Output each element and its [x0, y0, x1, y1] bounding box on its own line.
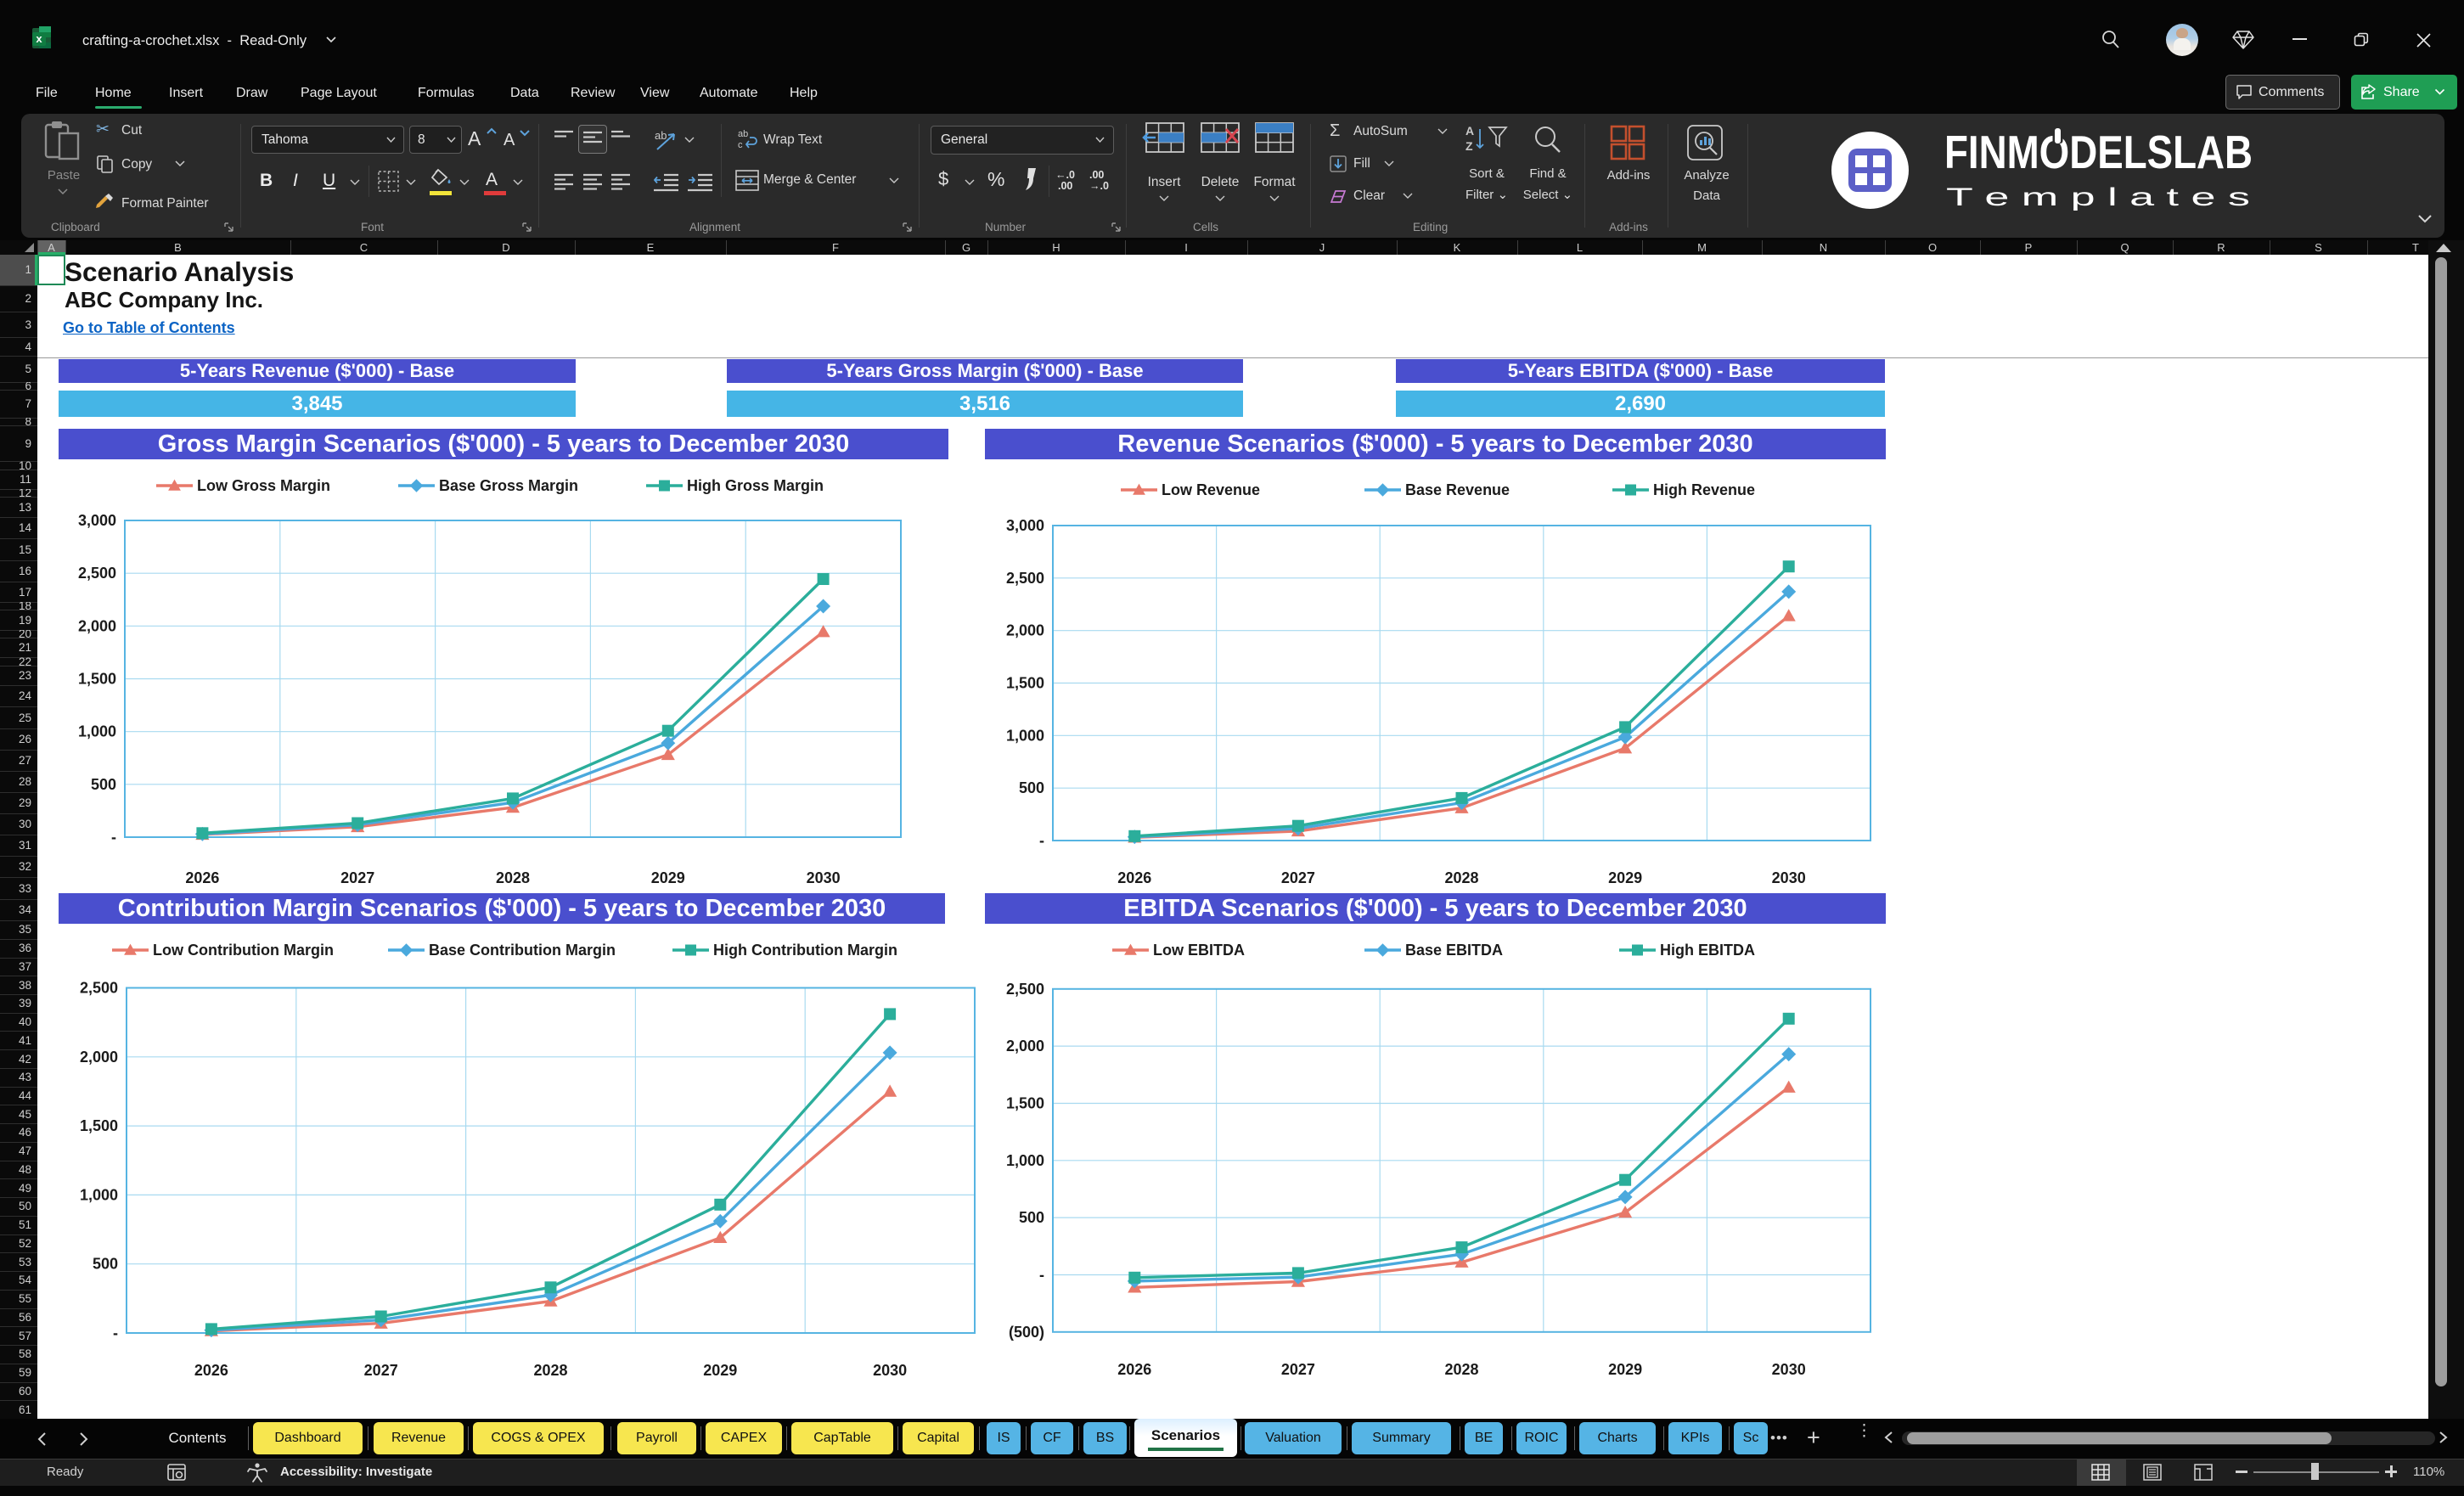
svg-text:-: - — [111, 829, 116, 846]
svg-text:1,500: 1,500 — [1006, 675, 1044, 692]
svg-text:2028: 2028 — [533, 1362, 567, 1379]
svg-text:1,000: 1,000 — [1006, 1152, 1044, 1169]
svg-text:A: A — [1465, 124, 1474, 138]
svg-text:2,500: 2,500 — [1006, 981, 1044, 998]
svg-text:2028: 2028 — [496, 869, 530, 886]
svg-text:2,000: 2,000 — [80, 1049, 118, 1066]
svg-text:500: 500 — [1019, 779, 1044, 796]
svg-text:1,000: 1,000 — [80, 1186, 118, 1203]
svg-text:Base Gross Margin: Base Gross Margin — [439, 477, 578, 494]
svg-text:3,000: 3,000 — [1006, 517, 1044, 534]
svg-text:2027: 2027 — [364, 1362, 398, 1379]
svg-text:High Gross Margin: High Gross Margin — [687, 477, 824, 494]
svg-text:2029: 2029 — [1608, 1361, 1642, 1378]
svg-text:500: 500 — [93, 1256, 118, 1273]
svg-text:2,000: 2,000 — [1006, 1038, 1044, 1055]
svg-text:2026: 2026 — [185, 869, 219, 886]
svg-text:High Revenue: High Revenue — [1653, 481, 1755, 498]
svg-text:-: - — [1039, 1267, 1044, 1284]
svg-text:2,500: 2,500 — [1006, 570, 1044, 587]
svg-text:1,500: 1,500 — [78, 671, 116, 688]
svg-text:Base Revenue: Base Revenue — [1405, 481, 1510, 498]
svg-text:ab: ab — [655, 129, 667, 142]
svg-text:2030: 2030 — [873, 1362, 907, 1379]
svg-text:ab: ab — [738, 129, 748, 139]
svg-text:1,500: 1,500 — [80, 1117, 118, 1134]
svg-text:Base Contribution Margin: Base Contribution Margin — [429, 942, 616, 959]
svg-text:2030: 2030 — [1772, 869, 1806, 886]
svg-text:2026: 2026 — [1117, 869, 1151, 886]
svg-text:High Contribution Margin: High Contribution Margin — [713, 942, 897, 959]
svg-text:2029: 2029 — [651, 869, 685, 886]
svg-text:500: 500 — [91, 776, 116, 793]
svg-text:2026: 2026 — [1117, 1361, 1151, 1378]
svg-text:2030: 2030 — [807, 869, 841, 886]
svg-text:-: - — [1039, 832, 1044, 849]
svg-text:2026: 2026 — [194, 1362, 228, 1379]
svg-text:2027: 2027 — [1281, 1361, 1315, 1378]
svg-text:2027: 2027 — [340, 869, 374, 886]
svg-text:2027: 2027 — [1281, 869, 1315, 886]
svg-text:c: c — [738, 140, 743, 150]
svg-text:Low Revenue: Low Revenue — [1162, 481, 1260, 498]
svg-text:3,000: 3,000 — [78, 512, 116, 529]
svg-text:2029: 2029 — [1608, 869, 1642, 886]
svg-text:-: - — [113, 1324, 118, 1341]
svg-text:FINMODELSLAB: FINMODELSLAB — [1944, 127, 2253, 178]
svg-text:Low Contribution Margin: Low Contribution Margin — [153, 942, 334, 959]
svg-text:2,500: 2,500 — [80, 980, 118, 997]
svg-text:Z: Z — [1465, 139, 1473, 153]
svg-text:Base EBITDA: Base EBITDA — [1405, 942, 1503, 959]
svg-text:2,500: 2,500 — [78, 565, 116, 582]
svg-text:2030: 2030 — [1772, 1361, 1806, 1378]
svg-text:2028: 2028 — [1444, 1361, 1478, 1378]
svg-text:2,000: 2,000 — [78, 617, 116, 634]
svg-text:Low EBITDA: Low EBITDA — [1153, 942, 1245, 959]
svg-text:(500): (500) — [1009, 1324, 1044, 1341]
svg-text:1,500: 1,500 — [1006, 1095, 1044, 1112]
svg-text:High EBITDA: High EBITDA — [1660, 942, 1755, 959]
svg-text:Low Gross Margin: Low Gross Margin — [197, 477, 330, 494]
svg-text:2,000: 2,000 — [1006, 622, 1044, 639]
svg-text:500: 500 — [1019, 1209, 1044, 1226]
svg-text:1,000: 1,000 — [1006, 727, 1044, 744]
svg-text:2029: 2029 — [703, 1362, 737, 1379]
svg-text:2028: 2028 — [1444, 869, 1478, 886]
svg-text:T e m p l a t e s: T e m p l a t e s — [1946, 183, 2250, 211]
svg-text:1,000: 1,000 — [78, 723, 116, 740]
